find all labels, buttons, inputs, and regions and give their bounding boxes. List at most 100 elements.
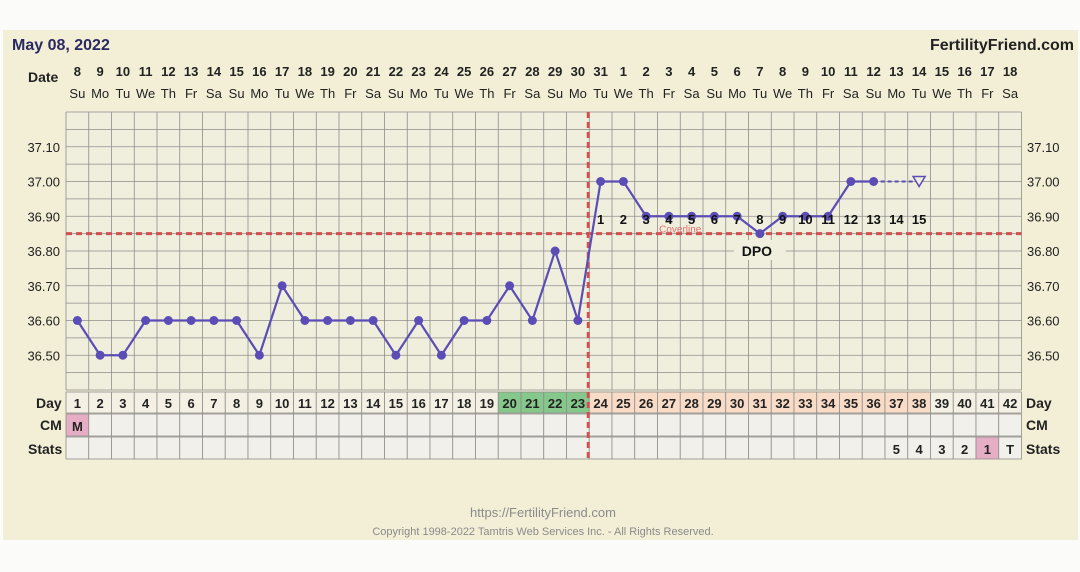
temperature-point[interactable] — [141, 316, 151, 325]
date-label: 1 — [620, 64, 627, 79]
weekday-label: Sa — [365, 86, 382, 101]
cycle-day-label: 16 — [411, 396, 425, 411]
weekday-label: We — [614, 86, 633, 101]
date-label: 18 — [1003, 64, 1017, 79]
temperature-point[interactable] — [277, 281, 287, 291]
temperature-point[interactable] — [209, 316, 219, 325]
cm-cell — [930, 413, 954, 437]
stats-cell — [702, 436, 727, 460]
temperature-point[interactable] — [368, 316, 378, 325]
date-label: 8 — [779, 64, 786, 79]
date-label: 18 — [298, 64, 312, 79]
cm-cell — [247, 413, 272, 437]
temperature-point[interactable] — [300, 316, 310, 325]
temperature-point[interactable] — [482, 316, 492, 325]
temperature-point[interactable] — [664, 211, 674, 221]
cm-cell — [497, 413, 522, 437]
cycle-day-label: 23 — [571, 396, 585, 411]
cm-cell — [202, 413, 226, 437]
date-label: 16 — [252, 64, 266, 79]
cycle-day-label: 32 — [775, 396, 789, 411]
temperature-point[interactable] — [436, 350, 446, 360]
temperature-point[interactable] — [641, 211, 651, 221]
cycle-day-label: 13 — [343, 396, 357, 411]
temperature-point[interactable] — [846, 177, 856, 186]
y-tick-label-right: 36.60 — [1027, 314, 1060, 329]
temperature-point[interactable] — [732, 211, 742, 221]
temperature-point[interactable] — [687, 211, 697, 221]
cm-row-label-right: CM — [1026, 417, 1048, 433]
date-label: 24 — [434, 64, 449, 79]
stats-cell — [839, 436, 863, 460]
date-label: 6 — [734, 64, 741, 79]
stats-cell — [679, 436, 704, 460]
temperature-point[interactable] — [414, 316, 424, 325]
temperature-point[interactable] — [323, 316, 333, 325]
cm-cell — [884, 413, 909, 437]
temperature-point[interactable] — [72, 316, 82, 325]
date-label: 31 — [593, 64, 607, 79]
temperature-point[interactable] — [527, 316, 537, 325]
date-label: 22 — [389, 64, 403, 79]
footer-url[interactable]: https://FertilityFriend.com — [470, 505, 616, 520]
cycle-day-label: 1 — [74, 396, 81, 411]
temperature-point[interactable] — [573, 316, 583, 325]
cm-cell — [452, 413, 476, 437]
cycle-day-label: 5 — [165, 396, 172, 411]
temperature-point[interactable] — [254, 350, 264, 360]
stats-cell — [65, 436, 90, 460]
cycle-day-label: 30 — [730, 396, 744, 411]
temperature-point[interactable] — [459, 316, 469, 325]
weekday-label: We — [932, 86, 951, 101]
stats-cell — [998, 436, 1022, 460]
stats-cell — [111, 436, 135, 460]
temperature-point[interactable] — [505, 281, 515, 291]
cm-cell — [406, 413, 431, 437]
temperature-point[interactable] — [345, 316, 355, 325]
cm-cell — [611, 413, 636, 437]
temperature-point[interactable] — [596, 177, 606, 186]
temperature-point[interactable] — [755, 229, 765, 239]
temperature-point[interactable] — [709, 211, 719, 221]
weekday-label: We — [454, 86, 473, 101]
date-label: 27 — [502, 64, 516, 79]
bottom-rows — [65, 391, 1022, 460]
cm-cell — [156, 413, 181, 437]
stats-cell — [634, 436, 658, 460]
temperature-point[interactable] — [232, 316, 242, 325]
temperature-point[interactable] — [186, 316, 196, 325]
weekday-label: Sa — [206, 86, 223, 101]
temperature-point[interactable] — [163, 316, 173, 325]
dpo-number: 13 — [866, 212, 880, 227]
temperature-point[interactable] — [550, 246, 560, 256]
temperature-point[interactable] — [823, 211, 833, 221]
y-tick-label-left: 37.10 — [27, 140, 60, 155]
stats-cell — [384, 436, 408, 460]
temperature-point[interactable] — [391, 350, 401, 360]
cm-cell — [270, 413, 294, 437]
stats-value: 5 — [893, 442, 900, 457]
temperature-point[interactable] — [618, 177, 628, 186]
date-label: 16 — [957, 64, 971, 79]
stats-cell — [497, 436, 522, 460]
y-tick-label-left: 36.90 — [27, 209, 60, 224]
cycle-day-label: 36 — [866, 396, 880, 411]
stats-cell — [133, 436, 158, 460]
cm-cell — [907, 413, 931, 437]
cycle-day-label: 33 — [798, 396, 812, 411]
dpo-number: 3 — [643, 212, 650, 227]
cycle-day-label: 39 — [935, 396, 949, 411]
date-label: 14 — [207, 64, 222, 79]
dpo-number: 4 — [665, 212, 673, 227]
cycle-day-label: 26 — [639, 396, 653, 411]
cycle-day-label: 42 — [1003, 396, 1017, 411]
weekday-label: Fr — [663, 86, 676, 101]
temperature-point[interactable] — [778, 211, 788, 221]
temperature-point[interactable] — [118, 350, 128, 360]
cycle-day-label: 34 — [821, 396, 836, 411]
cm-cell — [338, 413, 363, 437]
cm-cell — [702, 413, 727, 437]
temperature-point[interactable] — [800, 211, 810, 221]
temperature-point[interactable] — [95, 350, 105, 360]
cycle-day-label: 10 — [275, 396, 289, 411]
